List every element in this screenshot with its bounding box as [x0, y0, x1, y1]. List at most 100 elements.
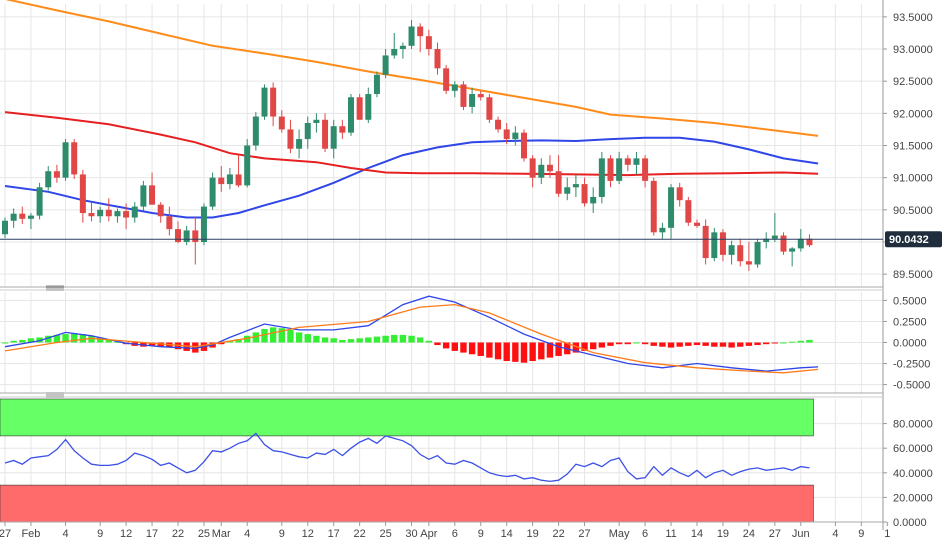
axes	[0, 0, 884, 530]
macd-histogram-bar	[19, 339, 26, 343]
macd-histogram-bar	[45, 335, 52, 343]
macd-histogram-bar	[157, 342, 164, 347]
candle-body	[745, 261, 752, 265]
candle-body	[763, 238, 770, 242]
candle-body	[685, 200, 692, 223]
y-tick-label: 0.0000	[893, 517, 927, 529]
x-axis-ticks: 27 Feb 4 9 12 17 22 25 Mar 4 9 12 17 22 25 30 Apr 6 9 14 19 2…	[0, 522, 890, 540]
x-tick-label: 6	[452, 528, 458, 540]
macd-histogram-bar	[633, 342, 640, 344]
x-tick-label: 17	[146, 528, 158, 540]
macd-histogram-bar	[1, 342, 9, 344]
x-tick-label: 19	[527, 528, 539, 540]
x-tick-label: 9	[478, 528, 484, 540]
candle-body	[460, 84, 467, 107]
candle-body	[105, 209, 112, 217]
macd-histogram-bar	[503, 342, 510, 362]
candle-body	[235, 174, 242, 186]
x-tick-label: 6	[642, 528, 648, 540]
macd-histogram-bar	[650, 342, 657, 346]
y-tick-label: 92.5000	[893, 76, 933, 88]
candle-body	[270, 87, 277, 117]
candle-body	[451, 84, 458, 91]
y-tick-label: 91.5000	[893, 141, 933, 153]
x-tick-label: 27	[578, 528, 590, 540]
candle-body	[123, 211, 130, 218]
candle-body	[434, 49, 441, 69]
macd-histogram-bar	[737, 342, 744, 347]
macd-histogram-bar	[771, 342, 779, 344]
panel-resize-handle[interactable]	[46, 285, 64, 291]
macd-histogram-bar	[347, 339, 355, 343]
candle-body	[546, 164, 553, 172]
macd-histogram-bar	[287, 329, 294, 343]
macd-histogram-bar	[477, 342, 484, 356]
macd-histogram-bar	[304, 334, 311, 343]
macd-histogram-bar	[330, 338, 337, 343]
macd-histogram-bar	[486, 342, 493, 358]
macd-histogram-bar	[399, 334, 407, 343]
candle-body	[737, 245, 744, 262]
candle-body	[261, 87, 268, 117]
candle-body	[140, 185, 147, 207]
y-tick-label: 0.5000	[893, 295, 927, 307]
rsi-line	[4, 432, 810, 483]
candle-body	[114, 211, 121, 217]
panel-resize-handles[interactable]	[46, 285, 64, 398]
candle-body	[200, 206, 207, 242]
macd-histogram-bar	[148, 342, 156, 346]
y-tick-label: 92.0000	[893, 108, 933, 120]
macd-histogram-bar	[685, 342, 692, 346]
candle-body	[244, 145, 251, 186]
macd-histogram-bar	[806, 339, 813, 343]
rsi-bands	[0, 398, 814, 523]
y-tick-label: 91.0000	[893, 173, 933, 185]
candle-body	[365, 94, 372, 120]
macd-histogram-bar	[468, 342, 476, 355]
candle-body	[668, 187, 675, 228]
macd-histogram-bar	[434, 342, 441, 346]
macd-histogram-bar	[252, 332, 260, 343]
x-tick-label: 17	[328, 528, 340, 540]
macd-histogram-bar	[53, 334, 61, 343]
y-tick-label: 0.2500	[893, 316, 927, 328]
x-tick-label: 9	[858, 528, 864, 540]
candle-body	[659, 227, 666, 233]
macd-histogram-bar	[417, 337, 424, 343]
macd-histogram-bar	[313, 335, 320, 343]
y-tick-label: 60.0000	[893, 443, 933, 455]
price-panel	[2, 0, 819, 271]
candle-body	[469, 94, 476, 107]
macd-histogram-bar	[667, 342, 675, 348]
candle-body	[806, 238, 813, 246]
macd-histogram-bar	[538, 342, 545, 360]
panel-resize-handle[interactable]	[46, 392, 64, 398]
candle-body	[564, 187, 571, 194]
candle-body	[2, 220, 8, 235]
macd-histogram-bar	[88, 335, 95, 343]
x-tick-label: 25	[198, 528, 210, 540]
x-tick-label: 27	[0, 528, 11, 540]
macd-histogram-bar	[624, 342, 631, 345]
candle-body	[711, 232, 718, 259]
x-tick-label: May	[609, 528, 630, 540]
macd-histogram-bar	[719, 342, 727, 347]
macd-histogram-bar	[451, 342, 458, 351]
candle-body	[382, 55, 389, 75]
macd-histogram-bar	[598, 342, 606, 348]
candle-body	[555, 171, 562, 194]
x-tick-label: 14	[691, 528, 703, 540]
candle-body	[226, 174, 233, 185]
candle-body	[278, 116, 285, 130]
candle-body	[373, 74, 380, 95]
candle-body	[616, 158, 623, 181]
macd-histogram-bar	[269, 327, 277, 343]
candle-body	[19, 213, 26, 219]
macd-histogram-bar	[114, 341, 121, 343]
candle-body	[183, 230, 190, 242]
candle-body	[581, 184, 588, 204]
x-tick-label: 1	[884, 528, 890, 540]
candle-body	[425, 36, 432, 50]
macd-histogram-bar	[192, 342, 199, 353]
